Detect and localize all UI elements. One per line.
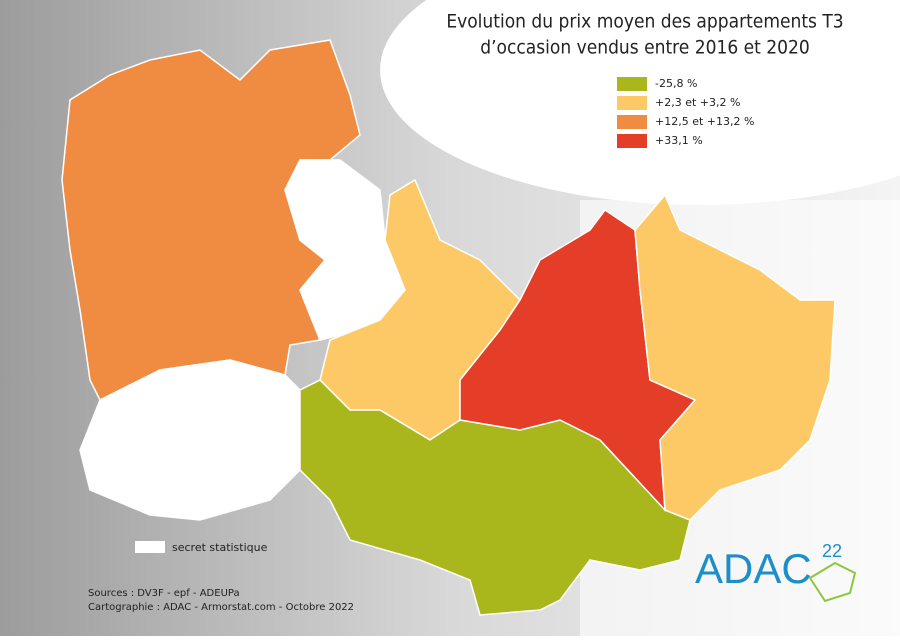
legend-label: -25,8 %: [655, 77, 697, 90]
legend-swatch: [617, 96, 647, 110]
legend-label: +12,5 et +13,2 %: [655, 115, 754, 128]
cartographie: Cartographie : ADAC - Armorstat.com - Oc…: [88, 602, 354, 613]
legend-swatch: [617, 77, 647, 91]
secret-label: secret statistique: [172, 541, 268, 554]
legend-swatch: [617, 115, 647, 129]
logo-shape: [808, 561, 857, 603]
title-line: Evolution du prix moyen des appartements…: [446, 11, 843, 33]
sources: Sources : DV3F - epf - ADEUPa: [88, 588, 240, 599]
logo-text: ADAC: [695, 545, 812, 592]
region: [284, 159, 406, 341]
region: [634, 193, 836, 521]
legend-label: +33,1 %: [655, 134, 703, 147]
secret-swatch: [135, 541, 165, 553]
regions: [61, 39, 836, 616]
region: [299, 379, 691, 616]
region: [79, 359, 301, 521]
legend: -25,8 % +2,3 et +3,2 % +12,5 et +13,2 % +33…: [617, 77, 754, 148]
legend-swatch: [617, 134, 647, 148]
logo-superscript: 22: [822, 541, 842, 561]
title-line: d’occasion vendus entre 2016 et 2020: [480, 37, 810, 59]
legend-label: +2,3 et +3,2 %: [655, 96, 740, 109]
